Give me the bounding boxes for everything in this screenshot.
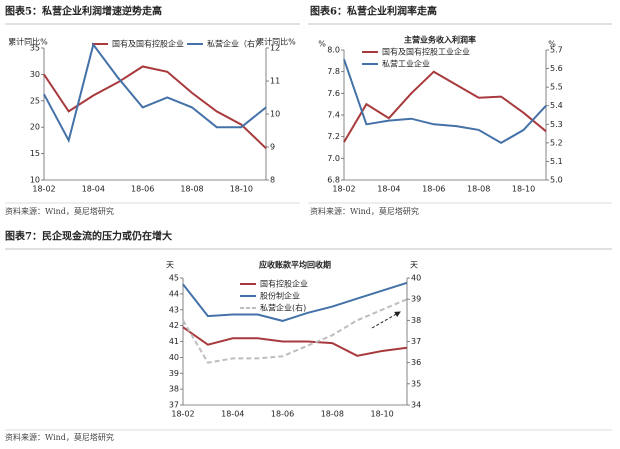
series-line bbox=[43, 42, 267, 144]
y-tick-label: 43 bbox=[169, 305, 179, 314]
x-tick-label: 18-06 bbox=[422, 185, 445, 194]
y2-tick-label: 5.4 bbox=[550, 101, 563, 110]
legend-label: 国有及国有控股企业 bbox=[112, 39, 184, 49]
y-tick-label: 45 bbox=[169, 274, 179, 283]
y-tick-label: 25 bbox=[30, 96, 40, 105]
y2-tick-label: 37 bbox=[411, 337, 421, 346]
legend-label: 私营企业（右） bbox=[207, 39, 263, 49]
x-tick-label: 18-02 bbox=[171, 410, 194, 419]
figure-title: 图表5：私营企业利润增速逆势走高 bbox=[5, 5, 162, 18]
x-tick-label: 18-02 bbox=[332, 185, 355, 194]
y-tick-label: 42 bbox=[169, 321, 179, 330]
x-tick-label: 18-04 bbox=[377, 185, 400, 194]
y-tick-label: 41 bbox=[169, 337, 179, 346]
x-tick-label: 18-06 bbox=[271, 410, 294, 419]
series-line bbox=[43, 65, 267, 150]
x-tick-label: 18-10 bbox=[230, 185, 253, 194]
y-axis-label: % bbox=[318, 40, 326, 49]
y2-tick-label: 12 bbox=[270, 44, 280, 53]
legend-label: 私营企业(右) bbox=[260, 303, 306, 313]
y-tick-label: 37 bbox=[169, 401, 179, 410]
y-tick-label: 7.2 bbox=[327, 132, 340, 141]
x-tick-label: 18-08 bbox=[180, 185, 203, 194]
x-tick-label: 18-10 bbox=[512, 185, 535, 194]
y2-tick-label: 5.5 bbox=[550, 83, 563, 92]
chart-title: 主营业务收入利润率 bbox=[404, 35, 476, 45]
y-tick-label: 6.8 bbox=[327, 176, 340, 185]
y-tick-label: 8.0 bbox=[327, 46, 340, 55]
y-tick-label: 30 bbox=[30, 70, 40, 79]
series-line bbox=[182, 281, 408, 322]
x-tick-label: 18-10 bbox=[370, 410, 393, 419]
y2-tick-label: 5.7 bbox=[550, 46, 563, 55]
legend-label: 国有及国有控股工业企业 bbox=[382, 47, 470, 57]
source-note: 资料来源：Wind，莫尼塔研究 bbox=[310, 206, 419, 216]
y2-tick-label: 9 bbox=[270, 143, 275, 152]
y-tick-label: 10 bbox=[30, 176, 40, 185]
y-tick-label: 44 bbox=[169, 289, 179, 298]
legend-label: 股份制企业 bbox=[260, 291, 300, 301]
source-note: 资料来源：Wind，莫尼塔研究 bbox=[5, 432, 114, 442]
y-tick-label: 20 bbox=[30, 123, 40, 132]
y-tick-label: 7.0 bbox=[327, 154, 340, 163]
y-tick-label: 35 bbox=[30, 44, 40, 53]
x-tick-label: 18-04 bbox=[221, 410, 244, 419]
y-axis-label: 累计同比% bbox=[8, 37, 48, 47]
y2-tick-label: 11 bbox=[270, 77, 280, 86]
legend-label: 私营工业企业 bbox=[382, 59, 430, 69]
y2-tick-label: 34 bbox=[411, 401, 421, 410]
y-tick-label: 7.4 bbox=[327, 111, 340, 120]
y2-tick-label: 8 bbox=[270, 176, 275, 185]
series-line bbox=[343, 70, 547, 143]
source-note: 资料来源：Wind，莫尼塔研究 bbox=[5, 206, 114, 216]
trend-arrow bbox=[371, 311, 401, 329]
y2-tick-label: 5.1 bbox=[550, 157, 563, 166]
series-line bbox=[343, 58, 547, 145]
y2-tick-label: 5.6 bbox=[550, 64, 563, 73]
y2-tick-label: 39 bbox=[411, 295, 421, 304]
x-tick-label: 18-08 bbox=[321, 410, 344, 419]
x-tick-label: 18-04 bbox=[82, 185, 105, 194]
y-tick-label: 7.6 bbox=[327, 89, 340, 98]
x-tick-label: 18-02 bbox=[32, 185, 55, 194]
y-tick-label: 15 bbox=[30, 149, 40, 158]
chart-title: 应收账款平均回收期 bbox=[259, 260, 331, 270]
y2-tick-label: 10 bbox=[270, 110, 280, 119]
y2-axis-label: 天 bbox=[410, 261, 418, 270]
y2-axis-label: % bbox=[548, 40, 556, 49]
y2-tick-label: 5.0 bbox=[550, 176, 563, 185]
series-line bbox=[182, 326, 408, 357]
x-tick-label: 18-06 bbox=[131, 185, 154, 194]
y2-tick-label: 40 bbox=[411, 274, 421, 283]
y2-tick-label: 38 bbox=[411, 316, 421, 325]
y2-tick-label: 35 bbox=[411, 379, 421, 388]
y2-tick-label: 5.3 bbox=[550, 120, 563, 129]
y-tick-label: 7.8 bbox=[327, 67, 340, 76]
series-line bbox=[182, 298, 408, 364]
y-tick-label: 40 bbox=[169, 353, 179, 362]
legend-label: 国有控股企业 bbox=[260, 279, 308, 289]
y2-tick-label: 5.2 bbox=[550, 138, 563, 147]
y-tick-label: 38 bbox=[169, 385, 179, 394]
y-tick-label: 39 bbox=[169, 369, 179, 378]
figure-title: 图表6：私营企业利润率走高 bbox=[310, 5, 437, 18]
y-axis-label: 天 bbox=[166, 261, 174, 270]
y2-tick-label: 36 bbox=[411, 358, 421, 367]
figure-title: 图表7：民企现金流的压力或仍在增大 bbox=[5, 230, 172, 243]
x-tick-label: 18-08 bbox=[467, 185, 490, 194]
y2-axis-label: 累计同比% bbox=[256, 37, 296, 47]
